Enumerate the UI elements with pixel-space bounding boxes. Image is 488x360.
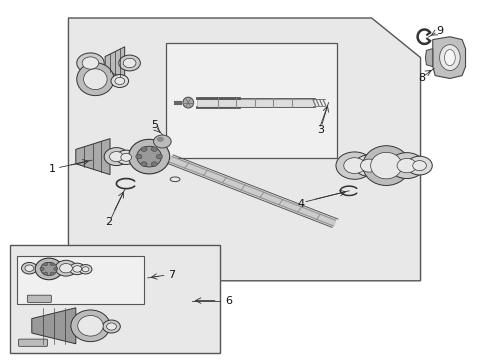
Text: 5: 5 bbox=[151, 120, 158, 130]
Circle shape bbox=[141, 162, 147, 166]
Ellipse shape bbox=[77, 53, 104, 73]
Ellipse shape bbox=[35, 258, 62, 280]
Ellipse shape bbox=[360, 159, 377, 172]
Ellipse shape bbox=[362, 146, 409, 185]
Ellipse shape bbox=[128, 139, 169, 174]
Circle shape bbox=[156, 154, 162, 159]
Ellipse shape bbox=[354, 155, 383, 176]
Text: 3: 3 bbox=[316, 125, 323, 135]
Circle shape bbox=[153, 135, 171, 148]
Text: 2: 2 bbox=[105, 217, 112, 227]
Ellipse shape bbox=[21, 262, 37, 274]
Circle shape bbox=[40, 267, 44, 270]
Ellipse shape bbox=[71, 310, 110, 342]
Polygon shape bbox=[432, 37, 465, 78]
Circle shape bbox=[157, 137, 163, 142]
Text: 1: 1 bbox=[49, 164, 56, 174]
Ellipse shape bbox=[78, 315, 103, 336]
Ellipse shape bbox=[104, 148, 128, 166]
Ellipse shape bbox=[102, 320, 120, 333]
Ellipse shape bbox=[343, 158, 365, 174]
Polygon shape bbox=[105, 47, 124, 79]
Circle shape bbox=[136, 154, 142, 159]
Ellipse shape bbox=[439, 45, 459, 71]
Circle shape bbox=[43, 272, 47, 275]
Ellipse shape bbox=[109, 152, 123, 162]
Ellipse shape bbox=[396, 158, 416, 173]
Ellipse shape bbox=[121, 153, 131, 161]
Ellipse shape bbox=[25, 265, 34, 271]
Ellipse shape bbox=[111, 75, 128, 87]
Circle shape bbox=[50, 263, 54, 266]
Circle shape bbox=[50, 272, 54, 275]
Circle shape bbox=[43, 263, 47, 266]
Ellipse shape bbox=[388, 153, 424, 179]
Text: 7: 7 bbox=[168, 270, 175, 280]
Polygon shape bbox=[32, 308, 76, 344]
Ellipse shape bbox=[406, 156, 431, 175]
FancyBboxPatch shape bbox=[27, 295, 51, 302]
Ellipse shape bbox=[123, 58, 136, 68]
Ellipse shape bbox=[60, 264, 72, 273]
Circle shape bbox=[151, 147, 157, 152]
Ellipse shape bbox=[82, 267, 89, 272]
Ellipse shape bbox=[444, 50, 454, 66]
Ellipse shape bbox=[73, 266, 81, 272]
Bar bbox=[10, 245, 220, 353]
Text: 6: 6 bbox=[224, 296, 231, 306]
Ellipse shape bbox=[82, 57, 99, 69]
Ellipse shape bbox=[106, 323, 116, 330]
Ellipse shape bbox=[55, 260, 77, 276]
Text: 4: 4 bbox=[297, 199, 304, 210]
Ellipse shape bbox=[370, 152, 401, 179]
Text: 8: 8 bbox=[417, 73, 424, 84]
Polygon shape bbox=[425, 49, 432, 67]
Polygon shape bbox=[68, 18, 420, 281]
Bar bbox=[17, 256, 144, 304]
FancyBboxPatch shape bbox=[19, 339, 47, 346]
Ellipse shape bbox=[412, 161, 426, 171]
Text: 9: 9 bbox=[436, 26, 443, 36]
Ellipse shape bbox=[77, 63, 114, 96]
Ellipse shape bbox=[116, 150, 136, 165]
Ellipse shape bbox=[83, 69, 107, 90]
Ellipse shape bbox=[69, 263, 85, 275]
Circle shape bbox=[141, 147, 147, 152]
Ellipse shape bbox=[137, 146, 161, 167]
Polygon shape bbox=[76, 139, 110, 175]
Ellipse shape bbox=[119, 55, 140, 71]
Ellipse shape bbox=[41, 262, 57, 275]
Circle shape bbox=[54, 267, 58, 270]
Ellipse shape bbox=[335, 152, 372, 179]
Ellipse shape bbox=[115, 77, 124, 85]
Ellipse shape bbox=[79, 265, 92, 274]
Bar bbox=[166, 43, 337, 158]
Circle shape bbox=[151, 162, 157, 166]
Ellipse shape bbox=[183, 97, 193, 108]
